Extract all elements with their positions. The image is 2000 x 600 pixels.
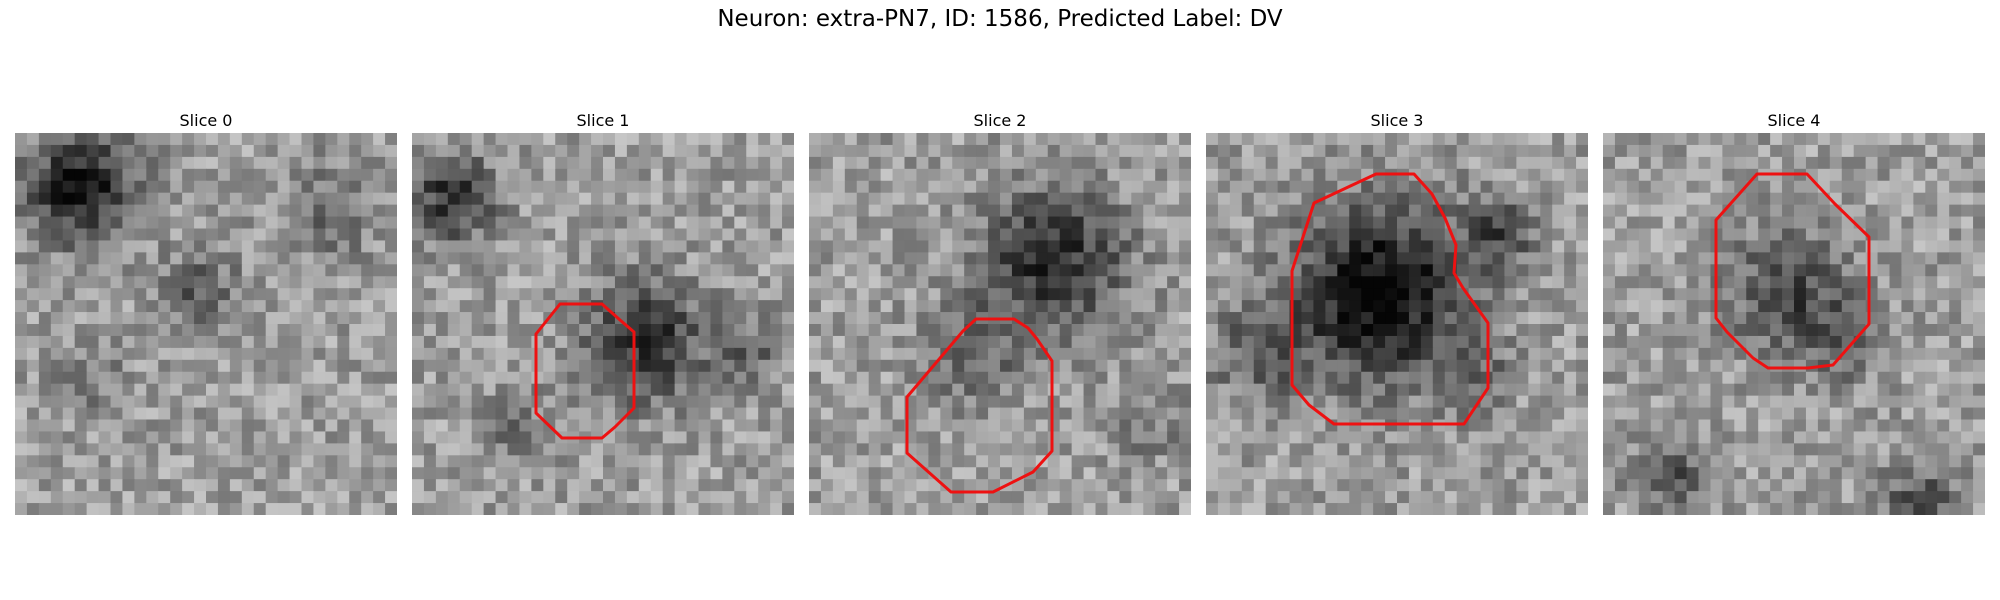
panel-slice-0: Slice 0 [15,109,397,515]
panel-slice-1: Slice 1 [412,109,794,515]
segmentation-contour [905,317,1054,494]
panel-title: Slice 3 [1370,111,1424,130]
panel-title: Slice 1 [576,111,630,130]
slice-image [15,133,397,515]
panel-slice-3: Slice 3 [1206,109,1588,515]
segmentation-contour [1714,172,1871,370]
slice-image [809,133,1191,515]
panel-title: Slice 0 [179,111,233,130]
panel-slice-2: Slice 2 [809,109,1191,515]
figure-title: Neuron: extra-PN7, ID: 1586, Predicted L… [717,6,1283,32]
panel-title: Slice 2 [973,111,1027,130]
panel-slice-4: Slice 4 [1603,109,1985,515]
segmentation-contour [534,302,636,440]
segmentation-contour [1290,172,1490,426]
panel-title: Slice 4 [1767,111,1821,130]
slice-image [1206,133,1588,515]
slice-image [412,133,794,515]
slice-image [1603,133,1985,515]
